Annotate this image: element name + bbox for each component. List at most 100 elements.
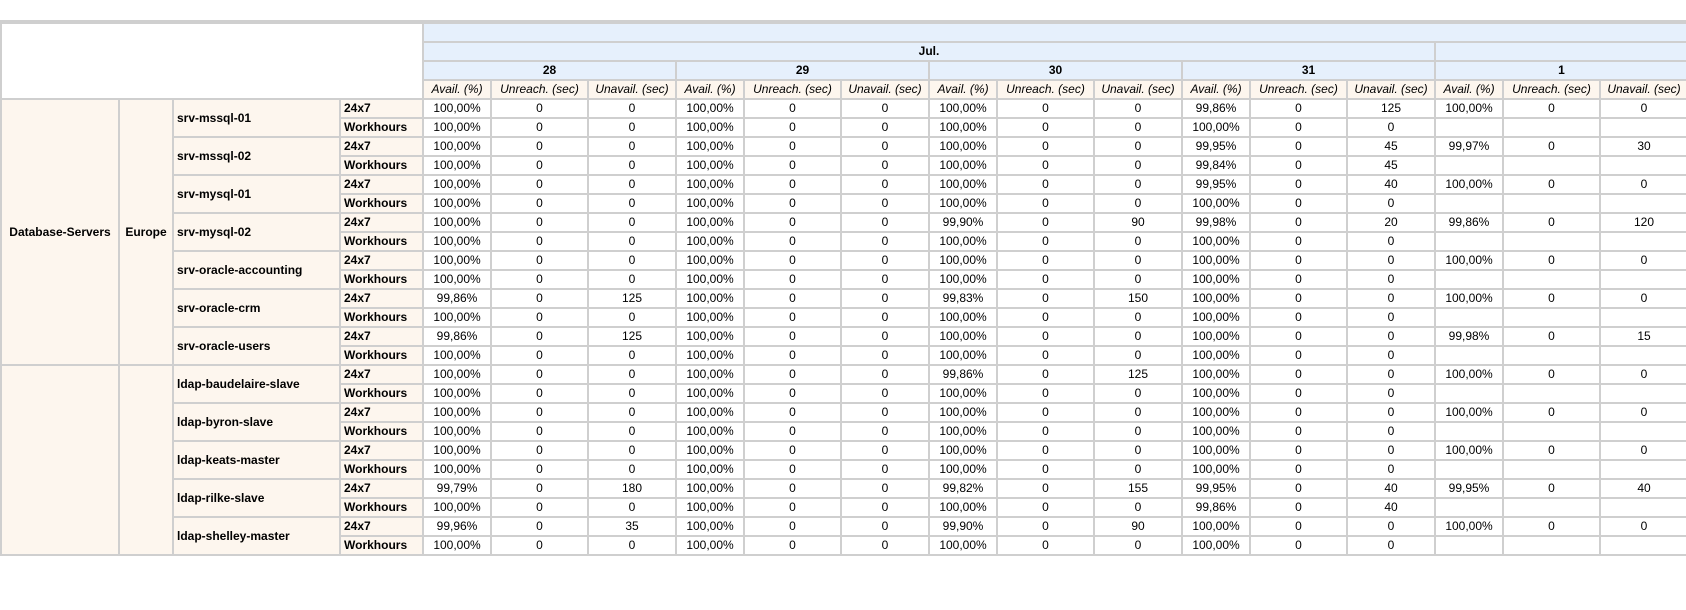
table-row: srv-mssql-02 24x7 100,00% 0 0 100,00% 0 0 100,00… [1,136,1686,176]
host-name-cell[interactable]: srv-oracle-accounting [172,250,341,290]
metric-header[interactable]: Unreach. (sec) [1249,79,1348,100]
host-name-cell[interactable]: ldap-shelley-master [172,516,341,556]
unavail-sec-cell [1598,459,1686,480]
avail-percent-cell: 100,00% [1181,250,1251,271]
unavail-sec-cell: 0 [1346,535,1436,556]
top-toolbar-area [0,0,1686,22]
metric-header[interactable]: Avail. (%) [422,79,492,100]
host-name-cell[interactable]: srv-oracle-users [172,326,341,366]
metric-header[interactable]: Avail. (%) [1434,79,1504,100]
host-name-cell[interactable]: ldap-rilke-slave [172,478,341,518]
avail-percent-cell [1434,231,1504,252]
metric-header[interactable]: Unavail. (sec) [587,79,677,100]
unavail-sec-cell: 0 [840,212,930,233]
metric-header[interactable]: Unavail. (sec) [840,79,930,100]
avail-percent-cell [1434,155,1504,176]
table-row: srv-oracle-users 24x7 99,86% 0 125 100,00% 0 0 1… [1,326,1686,366]
avail-percent-cell: 100,00% [675,269,745,290]
unavail-sec-cell: 0 [1093,155,1183,176]
unavail-sec-cell: 0 [840,174,930,195]
day-header[interactable]: 1 [1433,60,1686,81]
unreach-sec-cell: 0 [1249,269,1348,290]
avail-percent-cell: 100,00% [928,174,998,195]
avail-percent-cell: 100,00% [422,174,492,195]
unavail-sec-cell: 0 [587,364,677,385]
unavail-sec-cell: 0 [587,117,677,138]
unavail-sec-cell: 0 [587,345,677,366]
host-name-cell[interactable]: srv-mysql-01 [172,174,341,214]
day-header[interactable]: 30 [928,60,1183,81]
table-row: Workhours 100,00% 0 0 100,00% 0 0 100,00% 0 0 100,… [1,535,1686,556]
host-name-cell[interactable]: srv-mssql-02 [172,136,341,176]
avail-percent-cell: 100,00% [928,326,998,347]
schedule-cell: 24x7 [339,364,424,385]
day-header[interactable]: 28 [422,60,677,81]
host-name-cell[interactable]: srv-mssql-01 [172,98,341,138]
unavail-sec-cell: 0 [1598,440,1686,461]
unavail-sec-cell: 0 [587,269,677,290]
unreach-sec-cell: 0 [996,383,1095,404]
unavail-sec-cell: 0 [840,402,930,423]
day-header[interactable]: 31 [1181,60,1436,81]
metric-header[interactable]: Avail. (%) [928,79,998,100]
avail-percent-cell: 100,00% [928,231,998,252]
unavail-sec-cell [1598,231,1686,252]
avail-percent-cell: 100,00% [675,231,745,252]
unreach-sec-cell: 0 [743,155,842,176]
avail-percent-cell [1434,497,1504,518]
avail-percent-cell: 100,00% [422,402,492,423]
schedule-cell: 24x7 [339,250,424,271]
metric-header[interactable]: Unreach. (sec) [1502,79,1601,100]
metric-header[interactable]: Unavail. (sec) [1093,79,1183,100]
table-row: srv-mysql-02 24x7 100,00% 0 0 100,00% 0 0 99,90%… [1,212,1686,252]
metric-header[interactable]: Avail. (%) [675,79,745,100]
unreach-sec-cell: 0 [743,364,842,385]
unreach-sec-cell: 0 [1249,478,1348,499]
schedule-cell: Workhours [339,421,424,442]
host-name-cell[interactable]: srv-oracle-crm [172,288,341,328]
unreach-sec-cell: 0 [490,402,589,423]
unavail-sec-cell: 0 [840,516,930,537]
unavail-sec-cell: 0 [840,478,930,499]
unavail-sec-cell: 0 [840,345,930,366]
unavail-sec-cell: 0 [1093,231,1183,252]
avail-percent-cell: 100,00% [928,307,998,328]
unavail-sec-cell: 0 [1093,497,1183,518]
unavail-sec-cell: 0 [1093,440,1183,461]
schedule-cell: Workhours [339,231,424,252]
unavail-sec-cell: 0 [840,117,930,138]
metric-header[interactable]: Unreach. (sec) [996,79,1095,100]
metric-header[interactable]: Unavail. (sec) [1598,79,1686,100]
host-name-cell[interactable]: ldap-keats-master [172,440,341,480]
avail-percent-cell [1434,421,1504,442]
metric-header[interactable]: Avail. (%) [1181,79,1251,100]
unreach-sec-cell [1502,155,1601,176]
unreach-sec-cell: 0 [743,136,842,157]
unreach-sec-cell: 0 [490,250,589,271]
avail-percent-cell: 100,00% [675,478,745,499]
metric-header[interactable]: Unreach. (sec) [743,79,842,100]
month-header: Jul. [422,41,1436,62]
unavail-sec-cell: 0 [587,136,677,157]
avail-percent-cell: 99,97% [1434,136,1504,157]
region-cell [118,364,174,556]
schedule-cell: 24x7 [339,288,424,309]
host-name-cell[interactable]: ldap-baudelaire-slave [172,364,341,404]
avail-percent-cell: 99,90% [928,212,998,233]
unreach-sec-cell: 0 [996,478,1095,499]
unavail-sec-cell: 0 [1598,364,1686,385]
metric-header[interactable]: Unavail. (sec) [1346,79,1436,100]
unreach-sec-cell: 0 [490,231,589,252]
avail-percent-cell: 100,00% [1434,174,1504,195]
unavail-sec-cell: 40 [1346,497,1436,518]
unavail-sec-cell: 125 [587,288,677,309]
host-name-cell[interactable]: ldap-byron-slave [172,402,341,442]
unavail-sec-cell: 180 [587,478,677,499]
unreach-sec-cell: 0 [1502,212,1601,233]
host-name-cell[interactable]: srv-mysql-02 [172,212,341,252]
metric-header[interactable]: Unreach. (sec) [490,79,589,100]
avail-percent-cell: 100,00% [928,402,998,423]
avail-percent-cell: 99,86% [1181,497,1251,518]
avail-percent-cell: 100,00% [675,307,745,328]
day-header[interactable]: 29 [675,60,930,81]
